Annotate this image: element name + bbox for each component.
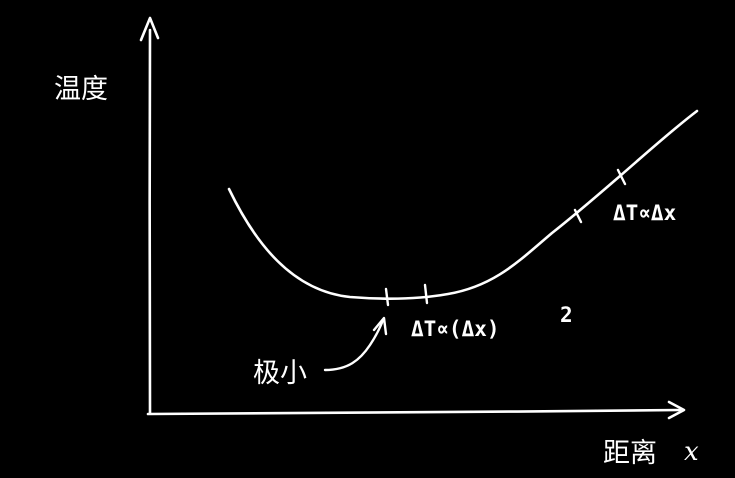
curve-tick-marks: [384, 168, 627, 307]
slope-tick-lower: [573, 208, 583, 224]
linear-relation: ΔT∝Δx: [613, 201, 677, 225]
minimum-arrow-shaft: [323, 318, 385, 372]
slope-tick-upper: [616, 168, 627, 186]
minimum-pointer-arrow: [323, 316, 388, 372]
x-axis-arrowhead: [667, 400, 686, 420]
axes: [139, 16, 686, 420]
y-axis-label: 温度: [54, 74, 108, 105]
temperature-curve: [227, 109, 699, 300]
minimum-arrow-head: [372, 316, 388, 336]
min-tick-right: [423, 283, 429, 305]
y-axis-arrowhead: [139, 16, 160, 42]
near-minimum-exponent: 2: [560, 303, 573, 327]
x-axis-line: [146, 408, 682, 416]
minimum-label: 极小: [253, 358, 307, 389]
x-axis-variable: x: [684, 437, 699, 467]
min-tick-left: [384, 287, 390, 307]
x-axis-label: 距离: [603, 438, 657, 469]
near-minimum-relation: ΔT∝(Δx): [411, 317, 500, 341]
